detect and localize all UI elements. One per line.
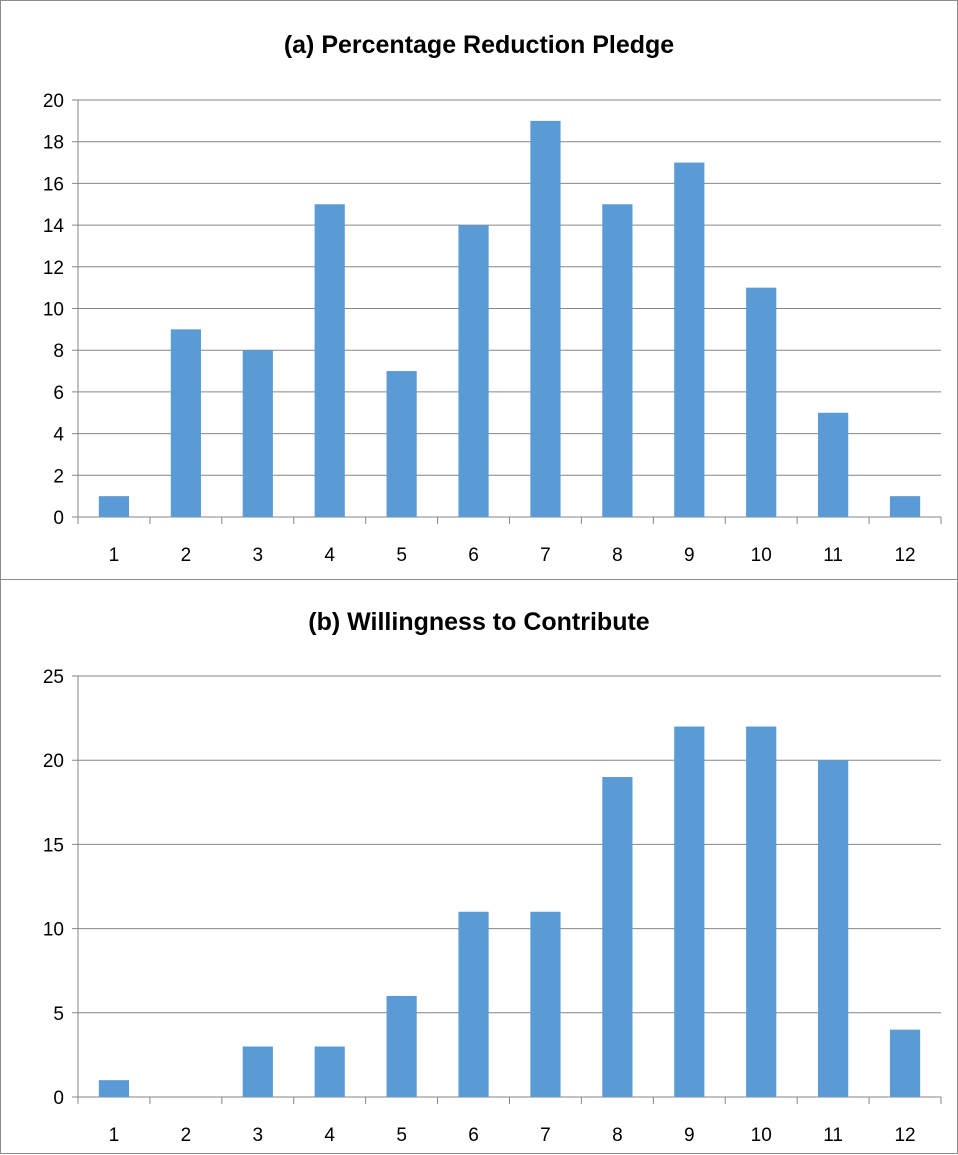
- y-tick-label-0: 2: [53, 466, 64, 487]
- x-tick-label-1: 2: [181, 1125, 192, 1146]
- x-tick-label-0: 2: [181, 545, 192, 566]
- x-tick-label-0: 7: [540, 545, 551, 566]
- bar-1-10: [746, 726, 777, 1097]
- y-tick-label-0: 4: [53, 425, 64, 446]
- chart-title-a: (a) Percentage Reduction Pledge: [283, 31, 675, 59]
- y-tick-label-1: 10: [43, 920, 64, 941]
- y-tick-label-0: 14: [43, 216, 65, 237]
- bar-1-7: [530, 911, 561, 1097]
- x-tick-label-1: 6: [468, 1125, 479, 1146]
- y-tick-label-1: 15: [43, 835, 64, 856]
- y-tick-label-0: 20: [43, 91, 64, 112]
- bar-0-7: [530, 120, 561, 517]
- bar-0-10: [746, 287, 777, 517]
- bar-1-5: [386, 995, 417, 1097]
- x-tick-label-1: 5: [396, 1125, 407, 1146]
- x-tick-label-1: 1: [109, 1125, 120, 1146]
- x-tick-label-1: 10: [751, 1125, 772, 1146]
- x-tick-label-1: 4: [324, 1125, 335, 1146]
- chart-title-b: (b) Willingness to Contribute: [308, 608, 650, 636]
- y-tick-label-0: 8: [53, 341, 64, 362]
- y-tick-label-0: 18: [43, 133, 64, 154]
- chart-panel-b: (b) Willingness to Contribute 0 5 10 15 20 25…: [0, 579, 958, 1154]
- x-tick-label-0: 10: [751, 545, 772, 566]
- x-tick-label-1: 3: [253, 1125, 264, 1146]
- y-tick-label-1: 25: [43, 667, 64, 688]
- bar-0-12: [889, 496, 921, 517]
- y-tick-label-1: 0: [53, 1088, 64, 1109]
- bar-1-8: [602, 777, 633, 1097]
- bar-1-9: [674, 726, 705, 1097]
- bar-0-11: [818, 412, 849, 517]
- bar-0-9: [674, 162, 705, 518]
- x-tick-label-1: 9: [684, 1125, 695, 1146]
- x-tick-label-0: 9: [684, 545, 695, 566]
- bar-0-5: [386, 371, 417, 517]
- x-tick-label-0: 8: [612, 545, 623, 566]
- bar-1-4: [314, 1046, 345, 1097]
- bar-0-6: [458, 225, 489, 517]
- x-tick-label-0: 4: [324, 545, 335, 566]
- x-tick-label-0: 6: [468, 545, 479, 566]
- x-tick-label-1: 12: [894, 1125, 915, 1146]
- x-tick-label-1: 11: [823, 1125, 843, 1146]
- x-tick-label-0: 12: [894, 545, 915, 566]
- bar-1-11: [818, 760, 849, 1097]
- y-tick-label-0: 10: [43, 300, 64, 321]
- y-tick-label-0: 0: [53, 508, 64, 529]
- x-tick-label-1: 8: [612, 1125, 623, 1146]
- y-tick-label-0: 12: [43, 258, 64, 279]
- bar-0-3: [242, 350, 273, 517]
- x-tick-label-0: 3: [253, 545, 264, 566]
- bar-1-3: [242, 1046, 273, 1097]
- bar-0-1: [98, 496, 130, 517]
- y-tick-label-0: 16: [43, 174, 64, 195]
- y-tick-label-0: 6: [53, 383, 64, 404]
- x-tick-label-1: 7: [540, 1125, 551, 1146]
- bar-1-12: [889, 1029, 921, 1097]
- bar-1-6: [458, 911, 489, 1097]
- bar-0-8: [602, 204, 633, 517]
- y-tick-label-1: 5: [53, 1004, 64, 1025]
- bar-0-2: [170, 329, 201, 517]
- bar-1-1: [98, 1080, 130, 1097]
- y-tick-label-1: 20: [43, 751, 64, 772]
- bar-0-4: [314, 204, 345, 517]
- x-tick-label-0: 1: [109, 545, 120, 566]
- chart-panel-a: (a) Percentage Reduction Pledge 0 2 4 6 8 10 1…: [0, 0, 958, 580]
- x-tick-label-0: 11: [823, 545, 843, 566]
- x-tick-label-0: 5: [396, 545, 407, 566]
